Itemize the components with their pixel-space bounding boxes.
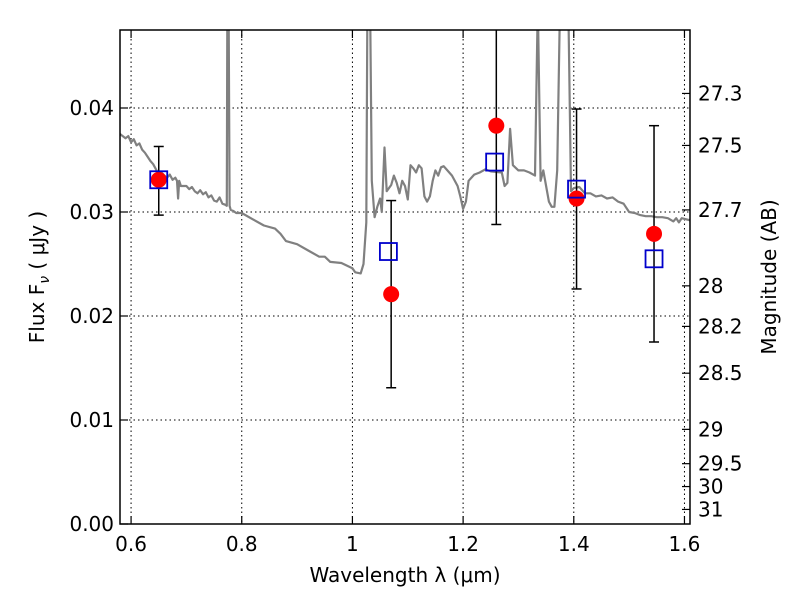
magnitude-tick-label: 28.5 (698, 361, 743, 385)
observed-point (383, 286, 400, 303)
magnitude-tick-label: 29.5 (698, 452, 743, 476)
observed-point (488, 117, 505, 134)
observed-point (150, 171, 167, 188)
model-spectrum (120, 30, 690, 275)
grid-lines (120, 30, 690, 524)
model-band-point (149, 170, 169, 190)
model-band-point (644, 249, 664, 269)
y-axis-label-unit: ( μJy ) (25, 211, 49, 276)
observed-point (646, 225, 663, 242)
y-tick-label: 0.00 (69, 512, 114, 536)
x-tick-label: 1.6 (669, 532, 701, 556)
magnitude-tick-label: 29 (698, 417, 723, 441)
model-band-point (567, 179, 586, 199)
y-axis-label-text: Flux F (25, 284, 49, 343)
x-tick-label: 1.2 (447, 532, 479, 556)
y-tick-label: 0.01 (69, 408, 114, 432)
y-tick-label: 0.03 (69, 200, 114, 224)
y-axis-label-right: Magnitude (AB) (757, 199, 781, 354)
x-axis-ticks: 0.6 0.8 1 1.2 1.4 1.6 (115, 30, 700, 556)
plot-background (120, 30, 690, 524)
magnitude-tick-label: 27.3 (698, 81, 743, 105)
magnitude-tick-label: 28.2 (698, 314, 743, 338)
model-band-point (485, 152, 505, 172)
model-band-points (149, 152, 664, 269)
spectrum-line (120, 30, 690, 275)
model-band-point (378, 242, 398, 261)
y-tick-label: 0.02 (69, 304, 114, 328)
x-tick-label: 0.8 (226, 532, 258, 556)
y-axis-label-left: Flux Fν ( μJy ) (25, 211, 53, 343)
magnitude-tick-label: 31 (698, 497, 723, 521)
x-tick-label: 1.4 (558, 532, 590, 556)
x-tick-label: 1 (346, 532, 359, 556)
y-axis-ticks: 0.00 0.01 0.02 0.03 0.04 (69, 96, 128, 536)
magnitude-tick-label: 30 (698, 475, 723, 499)
plot-frame (119, 29, 691, 525)
y-tick-label: 0.04 (69, 96, 114, 120)
x-tick-label: 0.6 (115, 532, 147, 556)
magnitude-tick-label: 28 (698, 274, 723, 298)
magnitude-tick-label: 27.5 (698, 133, 743, 157)
magnitude-tick-label: 27.7 (698, 198, 743, 222)
x-axis-label: Wavelength λ (μm) (309, 563, 500, 587)
y-axis-label-subscript: ν (37, 276, 53, 284)
